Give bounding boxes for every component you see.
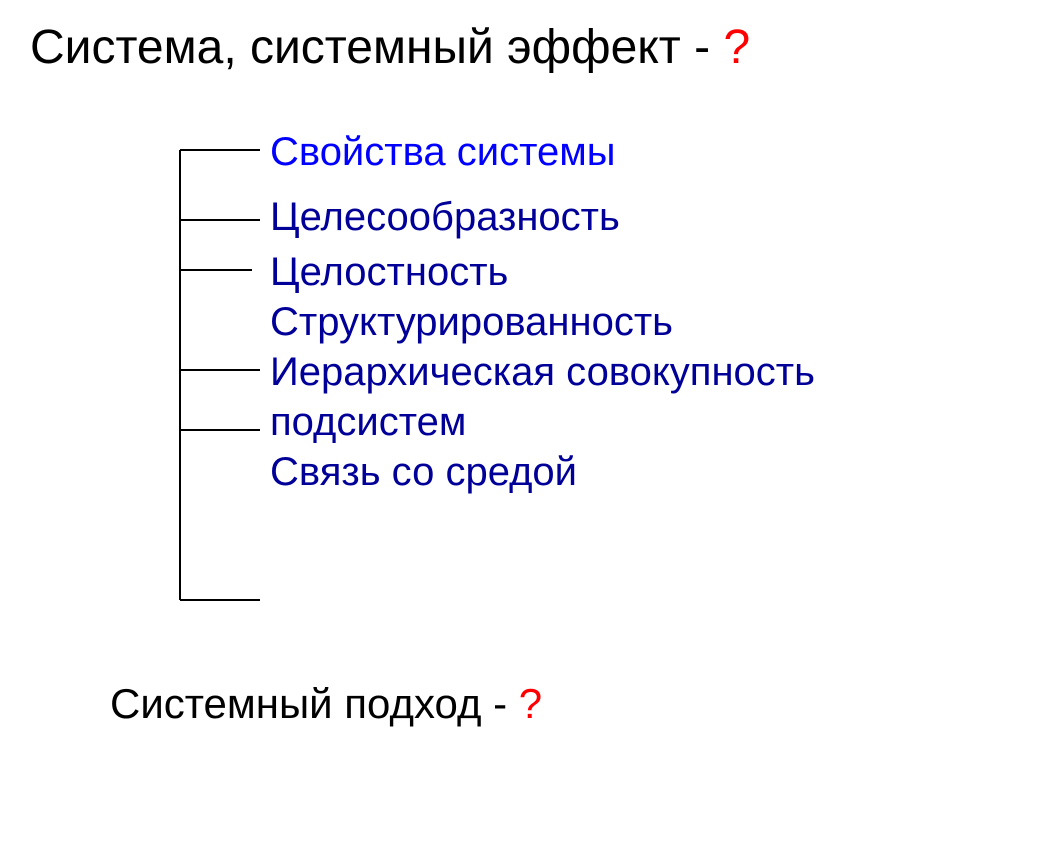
footer-question-mark: ?	[519, 680, 542, 727]
tree-item: Целесообразность	[270, 195, 620, 240]
tree-item: Связь со средой	[270, 450, 577, 495]
tree-item: Целостность	[270, 250, 508, 295]
tree-header: Свойства системы	[270, 130, 615, 175]
footer-text: Системный подход -	[110, 680, 519, 727]
tree-item: Структурированность	[270, 300, 673, 345]
tree-item: подсистем	[270, 400, 466, 445]
tree-item: Иерархическая совокупность	[270, 350, 815, 395]
footer-line: Системный подход - ?	[110, 680, 542, 728]
